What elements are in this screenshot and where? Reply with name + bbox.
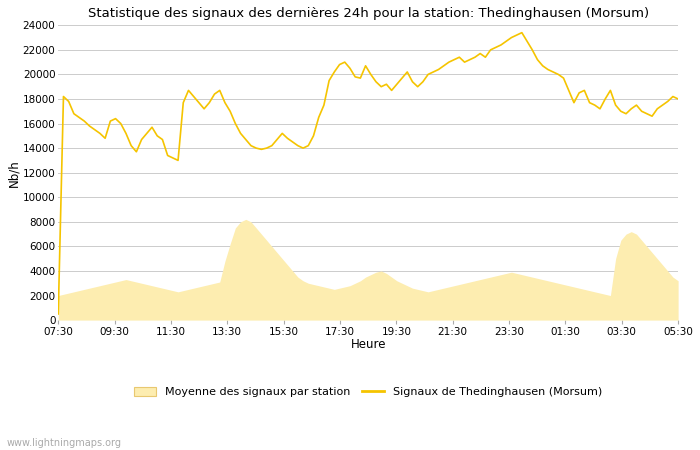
Legend: Moyenne des signaux par station, Signaux de Thedinghausen (Morsum): Moyenne des signaux par station, Signaux… xyxy=(134,387,602,397)
Text: www.lightningmaps.org: www.lightningmaps.org xyxy=(7,438,122,448)
Title: Statistique des signaux des dernières 24h pour la station: Thedinghausen (Morsum: Statistique des signaux des dernières 24… xyxy=(88,7,649,20)
Y-axis label: Nb/h: Nb/h xyxy=(7,159,20,187)
X-axis label: Heure: Heure xyxy=(351,338,386,351)
